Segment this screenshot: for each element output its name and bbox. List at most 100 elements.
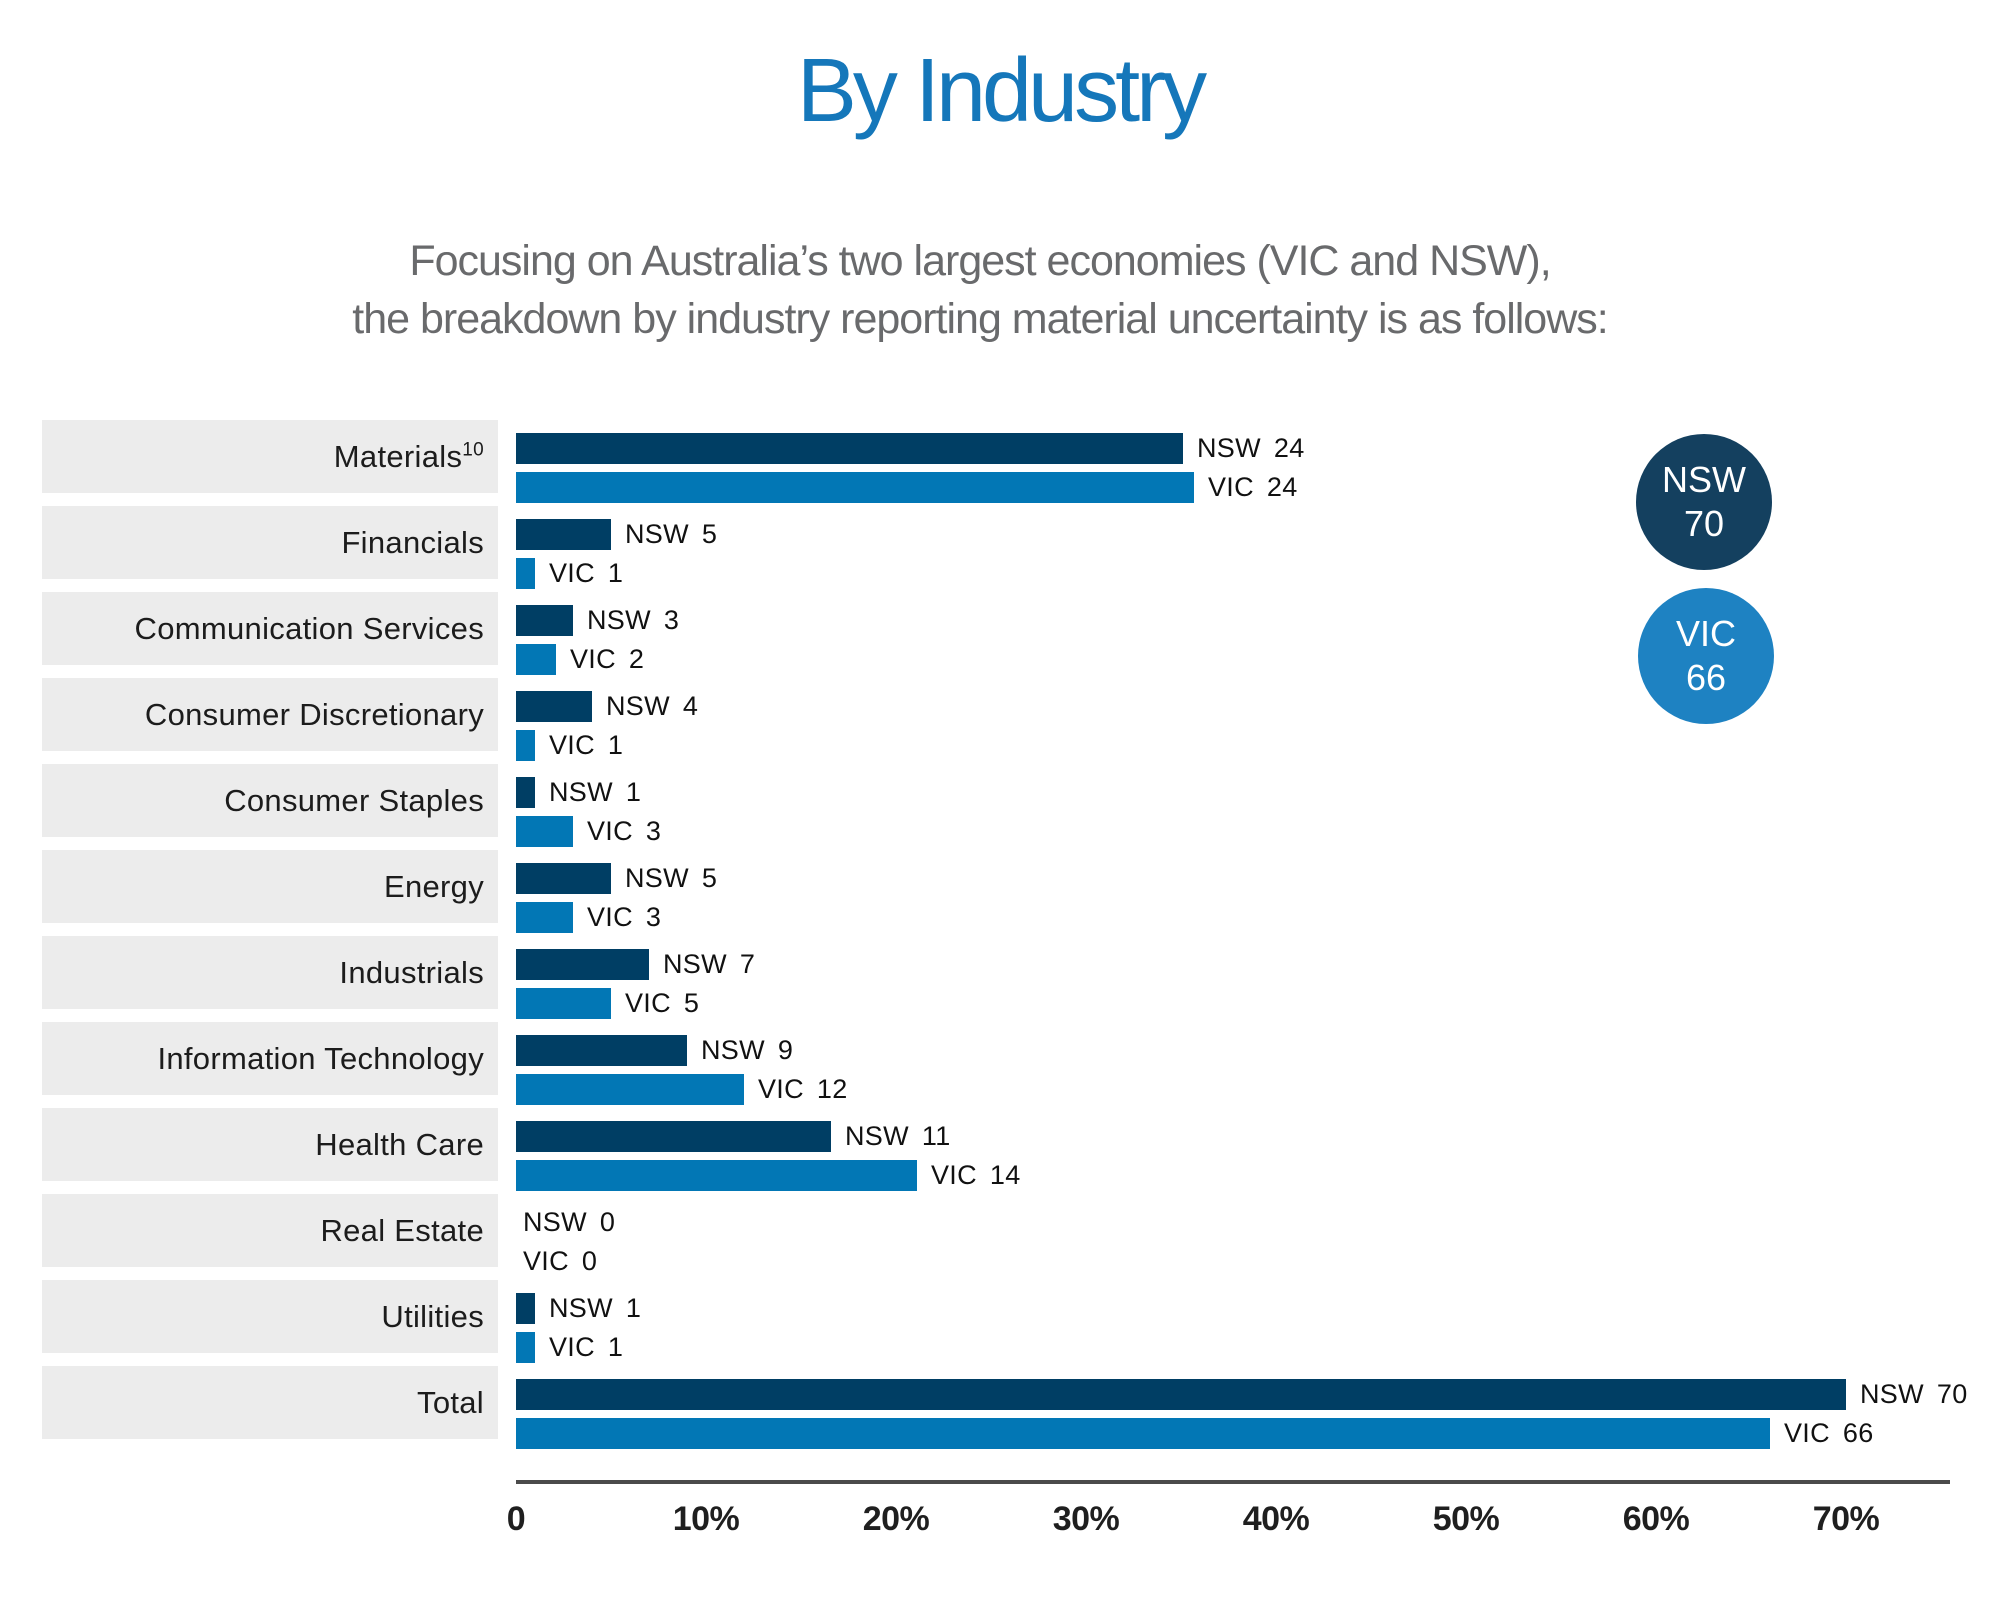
vic-bar-label-state: VIC bbox=[523, 1246, 569, 1276]
row-label-box: Materials10 bbox=[42, 420, 498, 493]
row-label-box: Financials bbox=[42, 506, 498, 579]
vic-bar-label: VIC 12 bbox=[758, 1074, 848, 1105]
vic-bar bbox=[516, 1074, 744, 1105]
row-label-box: Industrials bbox=[42, 936, 498, 1009]
vic-bar-label-value: 2 bbox=[628, 644, 645, 674]
vic-bar bbox=[516, 472, 1194, 503]
vic-bar-label-state: VIC bbox=[549, 730, 595, 760]
vic-bar-label-state: VIC bbox=[549, 558, 595, 588]
vic-bar-label-state: VIC bbox=[549, 1332, 595, 1362]
vic-bar bbox=[516, 902, 573, 933]
legend-vic-total: 66 bbox=[1685, 657, 1727, 698]
nsw-bar bbox=[516, 949, 649, 980]
nsw-bar-label-state: NSW bbox=[1197, 433, 1261, 463]
vic-bar-label-value: 1 bbox=[607, 1332, 624, 1362]
x-axis-tick-label: 40% bbox=[1242, 1500, 1310, 1538]
row-label: Utilities bbox=[381, 1298, 484, 1334]
x-axis-tick-label: 10% bbox=[672, 1500, 740, 1538]
nsw-bar bbox=[516, 605, 573, 636]
nsw-bar-label-state: NSW bbox=[549, 1293, 613, 1323]
x-axis-line bbox=[516, 1480, 1950, 1484]
nsw-bar bbox=[516, 1293, 535, 1324]
legend-nsw-total: 70 bbox=[1683, 503, 1725, 544]
vic-bar-label-value: 1 bbox=[607, 558, 624, 588]
nsw-bar-label-value: 1 bbox=[625, 777, 642, 807]
vic-bar-label: VIC 66 bbox=[1784, 1418, 1874, 1449]
row-label: Materials10 bbox=[333, 438, 484, 474]
nsw-bar-label-value: 1 bbox=[625, 1293, 642, 1323]
nsw-bar-label-value: 24 bbox=[1273, 433, 1305, 463]
row-label-box: Consumer Staples bbox=[42, 764, 498, 837]
row-label-box: Communication Services bbox=[42, 592, 498, 665]
legend-vic-state: VIC bbox=[1675, 613, 1736, 654]
nsw-bar-label: NSW 1 bbox=[549, 1293, 641, 1324]
nsw-bar-label-value: 4 bbox=[682, 691, 699, 721]
vic-bar-label-value: 12 bbox=[816, 1074, 848, 1104]
nsw-bar bbox=[516, 519, 611, 550]
vic-bar-label-state: VIC bbox=[758, 1074, 804, 1104]
subtitle-line-1: Focusing on Australia’s two largest econ… bbox=[409, 237, 1551, 285]
vic-bar-label-state: VIC bbox=[1208, 472, 1254, 502]
x-axis-tick-label: 60% bbox=[1622, 1500, 1690, 1538]
legend-nsw-circle: NSW 70 bbox=[1636, 434, 1772, 570]
nsw-bar-label: NSW 1 bbox=[549, 777, 641, 808]
nsw-bar-label: NSW 4 bbox=[606, 691, 698, 722]
vic-bar-label: VIC 14 bbox=[931, 1160, 1021, 1191]
vic-bar bbox=[516, 988, 611, 1019]
nsw-bar-label-value: 7 bbox=[739, 949, 756, 979]
nsw-bar-label-state: NSW bbox=[625, 863, 689, 893]
vic-bar-label-value: 0 bbox=[581, 1246, 598, 1276]
vic-bar-label: VIC 5 bbox=[625, 988, 699, 1019]
nsw-bar-label-state: NSW bbox=[549, 777, 613, 807]
nsw-bar-label-state: NSW bbox=[587, 605, 651, 635]
vic-bar-label: VIC 24 bbox=[1208, 472, 1298, 503]
nsw-bar bbox=[516, 691, 592, 722]
nsw-bar-label-state: NSW bbox=[523, 1207, 587, 1237]
vic-bar-label-value: 3 bbox=[645, 902, 662, 932]
vic-bar-label: VIC 1 bbox=[549, 1332, 623, 1363]
vic-bar-label-state: VIC bbox=[587, 816, 633, 846]
vic-bar-label-state: VIC bbox=[625, 988, 671, 1018]
nsw-bar bbox=[516, 777, 535, 808]
row-label-box: Consumer Discretionary bbox=[42, 678, 498, 751]
row-label: Consumer Staples bbox=[224, 782, 484, 818]
vic-bar-label: VIC 1 bbox=[549, 558, 623, 589]
vic-bar-label-state: VIC bbox=[931, 1160, 977, 1190]
vic-bar-label-value: 5 bbox=[683, 988, 700, 1018]
row-label-box: Total bbox=[42, 1366, 498, 1439]
nsw-bar-label: NSW 9 bbox=[701, 1035, 793, 1066]
vic-bar bbox=[516, 730, 535, 761]
subtitle-line-2: the breakdown by industry reporting mate… bbox=[352, 295, 1608, 343]
row-label-box: Health Care bbox=[42, 1108, 498, 1181]
vic-bar-label: VIC 3 bbox=[587, 816, 661, 847]
nsw-bar-label-state: NSW bbox=[625, 519, 689, 549]
nsw-bar-label-value: 0 bbox=[599, 1207, 616, 1237]
nsw-bar-label-state: NSW bbox=[845, 1121, 909, 1151]
vic-bar bbox=[516, 1160, 917, 1191]
nsw-bar-label: NSW 3 bbox=[587, 605, 679, 636]
row-label: Consumer Discretionary bbox=[144, 696, 484, 732]
nsw-bar-label-value: 9 bbox=[777, 1035, 794, 1065]
row-label: Financials bbox=[341, 524, 484, 560]
x-axis-tick-label: 30% bbox=[1052, 1500, 1120, 1538]
vic-bar-label: VIC 0 bbox=[523, 1246, 597, 1277]
nsw-bar-label: NSW 5 bbox=[625, 863, 717, 894]
nsw-bar bbox=[516, 1035, 687, 1066]
row-label: Total bbox=[417, 1384, 484, 1420]
x-axis-tick-label: 50% bbox=[1432, 1500, 1500, 1538]
row-label: Health Care bbox=[315, 1126, 484, 1162]
nsw-bar-label-value: 5 bbox=[701, 863, 718, 893]
nsw-bar bbox=[516, 1379, 1846, 1410]
vic-bar bbox=[516, 816, 573, 847]
vic-bar-label-value: 66 bbox=[1842, 1418, 1874, 1448]
nsw-bar-label-state: NSW bbox=[1860, 1379, 1924, 1409]
vic-bar bbox=[516, 1418, 1770, 1449]
row-label-box: Real Estate bbox=[42, 1194, 498, 1267]
vic-bar-label-state: VIC bbox=[587, 902, 633, 932]
nsw-bar-label-state: NSW bbox=[701, 1035, 765, 1065]
vic-bar-label: VIC 3 bbox=[587, 902, 661, 933]
vic-bar-label-value: 3 bbox=[645, 816, 662, 846]
page-title: By Industry bbox=[796, 41, 1207, 141]
vic-bar-label-state: VIC bbox=[1784, 1418, 1830, 1448]
